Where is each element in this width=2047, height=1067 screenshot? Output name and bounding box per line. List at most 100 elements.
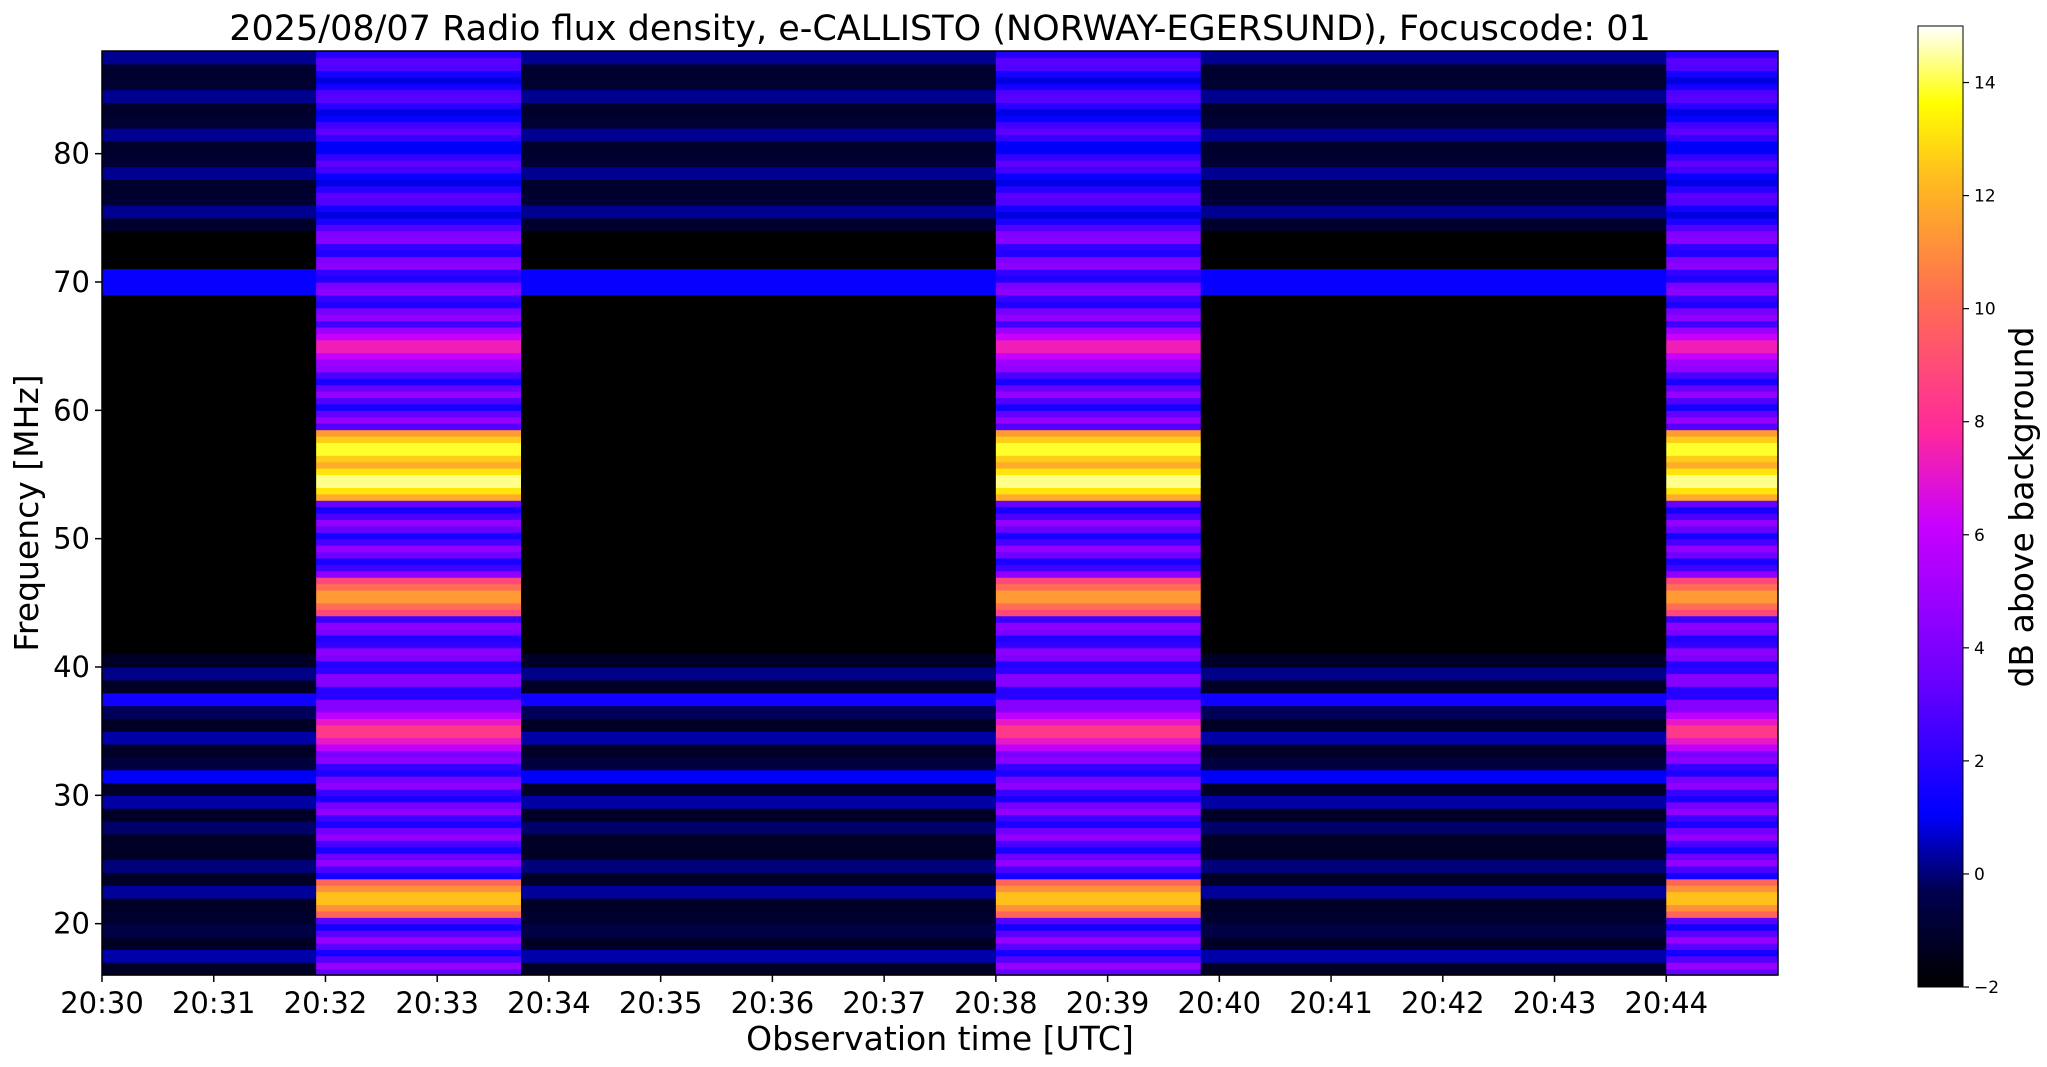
calibration-cell (316, 846, 521, 854)
calibration-cell (995, 634, 1201, 642)
calibration-cell (995, 923, 1201, 931)
calibration-cell (1666, 282, 1778, 290)
calibration-cell (316, 686, 521, 694)
calibration-cell (316, 808, 521, 816)
calibration-cell (1666, 442, 1778, 450)
calibration-cell (1666, 583, 1778, 591)
calibration-cell (995, 468, 1201, 476)
calibration-cell (1666, 83, 1778, 91)
calibration-cell (1666, 673, 1778, 681)
calibration-cell (1666, 76, 1778, 84)
calibration-cell (1666, 230, 1778, 238)
x-tick-label: 20:36 (731, 986, 815, 1020)
calibration-cell (1666, 609, 1778, 617)
calibration-cell (316, 301, 521, 309)
calibration-cell (1666, 102, 1778, 110)
calibration-cell (316, 923, 521, 931)
calibration-cell (995, 686, 1201, 694)
calibration-cell (1666, 840, 1778, 848)
calibration-cell (1666, 853, 1778, 861)
calibration-cell (995, 724, 1201, 732)
calibration-cell (1666, 692, 1778, 700)
calibration-cell (1666, 166, 1778, 174)
calibration-cell (1666, 865, 1778, 873)
calibration-cell (316, 108, 521, 116)
calibration-cell (995, 391, 1201, 399)
calibration-cell (995, 628, 1201, 636)
calibration-cell (995, 140, 1201, 148)
calibration-cell (1666, 95, 1778, 103)
calibration-cell (316, 724, 521, 732)
calibration-cell (995, 756, 1201, 764)
calibration-cell (316, 185, 521, 193)
calibration-cell (1666, 371, 1778, 379)
calibration-cell (1666, 891, 1778, 899)
calibration-cell (316, 744, 521, 752)
calibration-cell (316, 237, 521, 245)
calibration-cell (1666, 217, 1778, 225)
calibration-cell (995, 243, 1201, 251)
calibration-cell (1666, 660, 1778, 668)
calibration-cell (316, 795, 521, 803)
x-tick-label: 20:38 (954, 986, 1038, 1020)
calibration-cell (1666, 615, 1778, 623)
calibration-cell (995, 731, 1201, 739)
calibration-cell (1666, 410, 1778, 418)
calibration-cell (316, 898, 521, 906)
calibration-cell (316, 859, 521, 867)
calibration-cell (316, 493, 521, 501)
y-tick-label: 20 (53, 907, 90, 941)
calibration-cell (1666, 108, 1778, 116)
calibration-cell (995, 436, 1201, 444)
calibration-cell (316, 731, 521, 739)
calibration-cell (995, 70, 1201, 78)
calibration-cell (1666, 480, 1778, 488)
calibration-cell (1666, 359, 1778, 367)
calibration-cell (316, 403, 521, 411)
calibration-cell (995, 346, 1201, 354)
calibration-cell (1666, 872, 1778, 880)
calibration-cell (316, 564, 521, 572)
calibration-cell (1666, 686, 1778, 694)
calibration-cell (995, 795, 1201, 803)
calibration-cell (995, 859, 1201, 867)
calibration-cell (1666, 262, 1778, 270)
calibration-cell (1666, 545, 1778, 553)
calibration-cell (316, 942, 521, 950)
calibration-cell (316, 294, 521, 302)
calibration-cell (1666, 654, 1778, 662)
calibration-cell (1666, 782, 1778, 790)
calibration-cell (995, 378, 1201, 386)
calibration-cell (1666, 275, 1778, 283)
calibration-cell (995, 314, 1201, 322)
calibration-cell (316, 121, 521, 129)
calibration-cell (316, 429, 521, 437)
calibration-cell (1666, 307, 1778, 315)
calibration-cell (316, 70, 521, 78)
calibration-cell (1666, 647, 1778, 655)
calibration-cell (995, 846, 1201, 854)
calibration-cell (995, 788, 1201, 796)
calibration-cell (995, 397, 1201, 405)
calibration-cell (1666, 352, 1778, 360)
calibration-cell (995, 885, 1201, 893)
calibration-cell (995, 654, 1201, 662)
calibration-cell (316, 128, 521, 136)
calibration-cell (995, 288, 1201, 296)
calibration-cell (316, 243, 521, 251)
calibration-cell (1666, 833, 1778, 841)
calibration-cell (316, 673, 521, 681)
calibration-cell (316, 840, 521, 848)
calibration-cell (995, 269, 1201, 277)
calibration-cell (995, 821, 1201, 829)
calibration-cell (316, 95, 521, 103)
calibration-cell (316, 647, 521, 655)
calibration-cell (316, 853, 521, 861)
calibration-cell (316, 788, 521, 796)
calibration-cell (1666, 57, 1778, 65)
calibration-cell (316, 371, 521, 379)
calibration-cell (1666, 711, 1778, 719)
calibration-cell (1666, 846, 1778, 854)
calibration-cell (995, 878, 1201, 886)
calibration-cell (1666, 577, 1778, 585)
